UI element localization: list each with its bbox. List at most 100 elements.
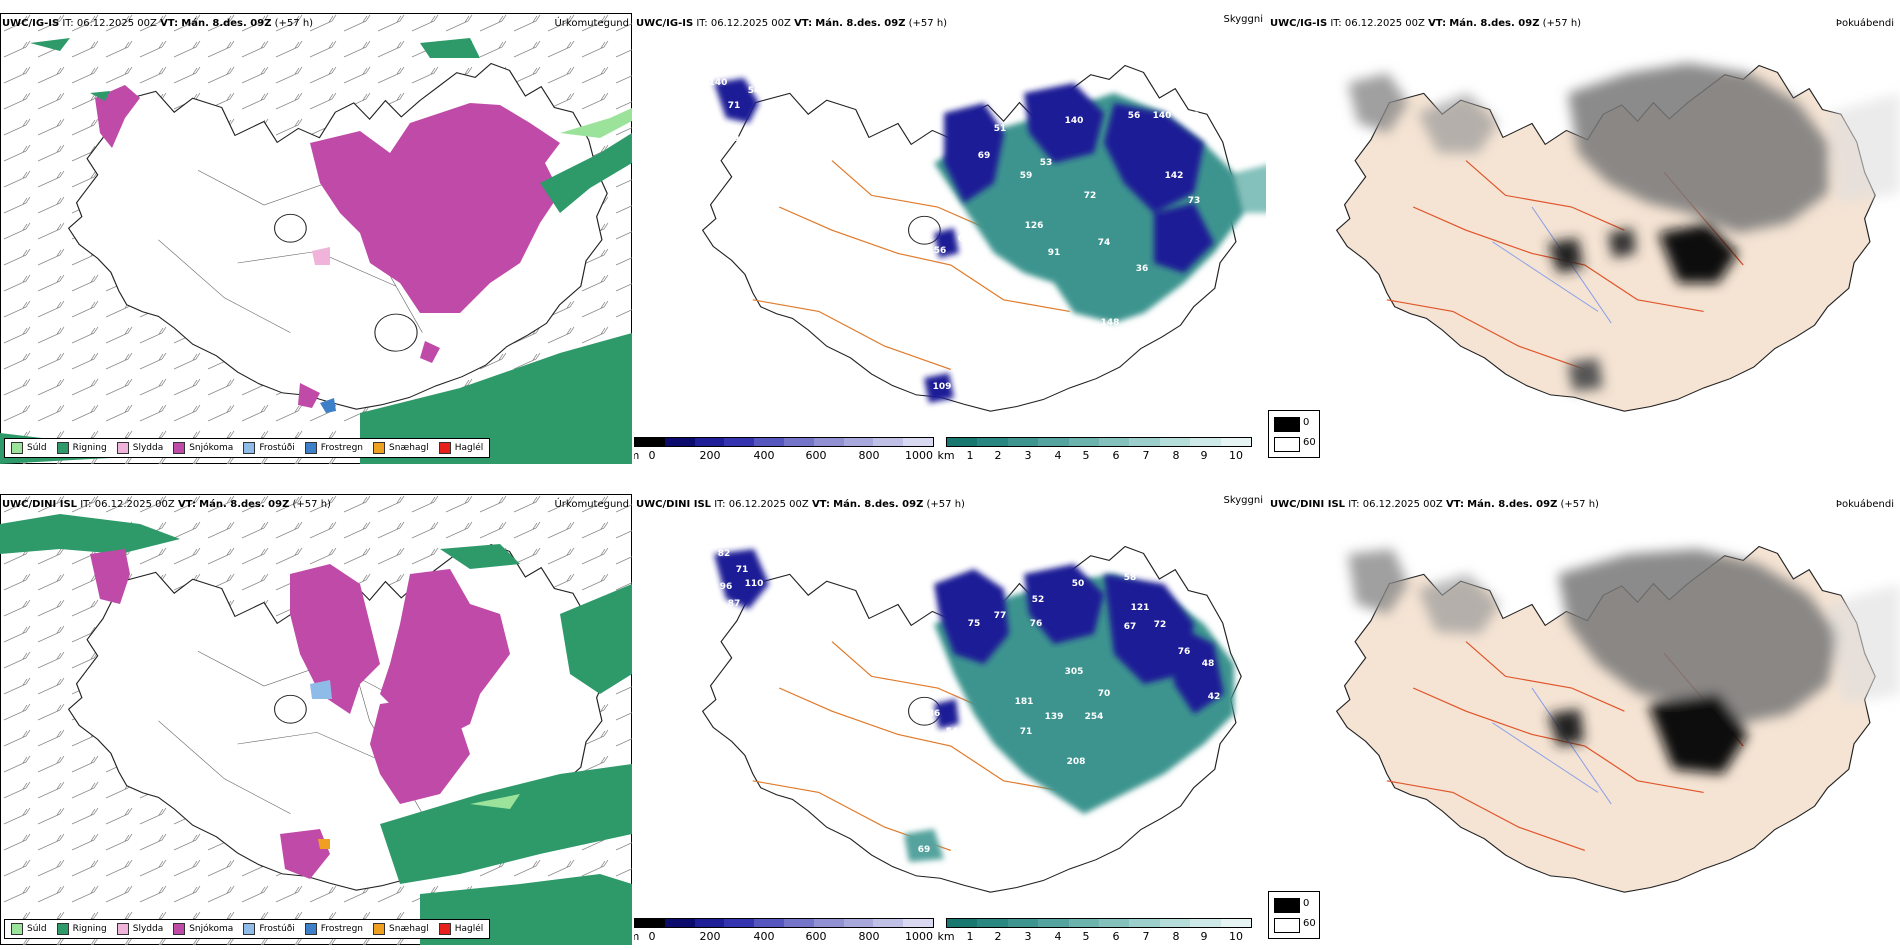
svg-text:54: 54 — [946, 727, 959, 737]
svg-text:101: 101 — [727, 134, 746, 144]
legend-item-rain: Rigning — [56, 442, 107, 454]
fog-map — [1335, 63, 1900, 412]
legend-swatch — [304, 442, 317, 454]
precip-legend: Súld Rigning Slydda Snjókoma Frostúði Fr… — [4, 919, 491, 939]
legend-item-hail: Haglél — [438, 442, 483, 454]
svg-text:126: 126 — [1025, 221, 1044, 231]
svg-text:140: 140 — [1153, 111, 1172, 121]
colorbar-strip — [634, 437, 934, 447]
snow-areas — [95, 85, 560, 413]
svg-text:71: 71 — [728, 101, 741, 111]
svg-text:254: 254 — [1085, 712, 1104, 722]
legend-item-freezing-rain: Frostregn — [304, 923, 363, 935]
colorbar-strip — [634, 918, 934, 928]
panel-header: UWC/IG-IS IT: 06.12.2025 00Z VT: Mán. 8.… — [636, 18, 948, 29]
precip-type-panel-top: UWC/IG-IS IT: 06.12.2025 00Z VT: Mán. 8.… — [0, 13, 632, 464]
svg-text:48: 48 — [1202, 659, 1215, 669]
svg-text:74: 74 — [1098, 238, 1111, 248]
fog-legend: 0 60 — [1268, 410, 1320, 458]
cloud-labels: 82 71 96 110 87 86 54 75 77 52 76 50 58 … — [718, 549, 1221, 855]
svg-text:36: 36 — [1136, 264, 1149, 274]
colorbar-ticks: m 0 200 400 600 800 1000 — [634, 930, 933, 943]
svg-text:181: 181 — [1015, 697, 1034, 707]
panel-header: UWC/IG-IS IT: 06.12.2025 00Z VT: Mán. 8.… — [2, 18, 314, 29]
low-cloud-areas — [714, 549, 1224, 729]
svg-text:71: 71 — [736, 565, 749, 575]
legend-item-snow-pellets: Snæhagl — [373, 442, 429, 454]
svg-text:69: 69 — [978, 151, 991, 161]
svg-text:86: 86 — [928, 709, 941, 719]
svg-text:67: 67 — [1124, 622, 1137, 632]
fog-legend: 0 60 — [1268, 891, 1320, 939]
legend-item-snow-pellets: Snæhagl — [373, 923, 429, 935]
snow-areas — [90, 549, 510, 879]
legend-item-snow: Snjókoma — [173, 442, 233, 454]
svg-text:94: 94 — [918, 362, 931, 372]
legend-item-rain: Rigning — [56, 923, 107, 935]
fog-shading — [1348, 63, 1900, 391]
cloudbase-map: 82 71 96 110 87 86 54 75 77 52 76 50 58 … — [701, 545, 1242, 893]
legend-item-hail: Haglél — [438, 923, 483, 935]
panel-title: Skyggni — [1223, 14, 1263, 25]
cloudbase-colorbar: m 0 200 400 600 800 1000 — [634, 918, 934, 945]
legend-swatch — [11, 442, 23, 454]
legend-swatch — [56, 923, 69, 935]
cloudbase-panel-top: UWC/IG-IS IT: 06.12.2025 00Z VT: Mán. 8.… — [634, 13, 1266, 464]
svg-text:76: 76 — [1030, 619, 1043, 629]
svg-text:96: 96 — [720, 582, 733, 592]
visibility-colorbar: km 1 2 3 4 5 6 7 8 9 10 — [937, 437, 1252, 464]
legend-swatch — [116, 442, 129, 454]
legend-item-drizzle: Súld — [11, 442, 47, 454]
fog-shading — [1348, 549, 1900, 774]
cloudbase-panel-bottom: UWC/DINI ISL IT: 06.12.2025 00Z VT: Mán.… — [634, 494, 1266, 945]
legend-swatch — [11, 923, 23, 935]
legend-swatch — [438, 442, 451, 454]
svg-text:32: 32 — [710, 116, 723, 126]
visibility-colorbar: km 1 2 3 4 5 6 7 8 9 10 — [937, 918, 1252, 945]
legend-swatch — [243, 923, 256, 935]
svg-text:58: 58 — [1124, 573, 1137, 583]
svg-text:76: 76 — [1178, 647, 1191, 657]
legend-swatch — [173, 442, 186, 454]
panel-title: Úrkomutegund — [554, 18, 629, 29]
fog-panel-bottom: UWC/DINI ISL IT: 06.12.2025 00Z VT: Mán.… — [1268, 494, 1900, 945]
colorbar-ticks: km 1 2 3 4 5 6 7 8 9 10 — [937, 449, 1243, 462]
svg-text:43: 43 — [1122, 86, 1135, 96]
svg-text:148: 148 — [1101, 318, 1120, 328]
cloud-labels: 140 54 71 32 101 56 62 69 51 59 53 140 4… — [709, 78, 1201, 392]
legend-swatch — [373, 442, 386, 454]
fog-legend-dark-swatch — [1274, 417, 1300, 432]
legend-item-sleet: Slydda — [116, 442, 163, 454]
svg-text:140: 140 — [709, 78, 728, 88]
legend-swatch — [373, 923, 386, 935]
svg-text:62: 62 — [958, 234, 971, 244]
colorbar-strip — [946, 437, 1252, 447]
fog-legend-dark-swatch — [1274, 898, 1300, 913]
svg-text:72: 72 — [1154, 620, 1167, 630]
low-cloud-areas — [714, 78, 1214, 403]
svg-text:56: 56 — [934, 246, 947, 256]
svg-text:71: 71 — [1020, 727, 1033, 737]
svg-text:53: 53 — [1040, 158, 1053, 168]
svg-text:69: 69 — [918, 845, 931, 855]
svg-text:139: 139 — [1181, 111, 1200, 121]
precip-type-map — [0, 13, 632, 464]
svg-text:109: 109 — [933, 382, 952, 392]
svg-text:140: 140 — [1065, 116, 1084, 126]
svg-text:139: 139 — [1045, 712, 1064, 722]
svg-text:54: 54 — [748, 86, 761, 96]
legend-swatch — [243, 442, 256, 454]
svg-text:56: 56 — [1128, 111, 1141, 121]
svg-text:51: 51 — [994, 124, 1007, 134]
colorbar-ticks: km 1 2 3 4 5 6 7 8 9 10 — [937, 930, 1243, 943]
svg-text:91: 91 — [1048, 248, 1061, 258]
legend-swatch — [173, 923, 186, 935]
svg-text:208: 208 — [1067, 757, 1086, 767]
fog-map — [1335, 545, 1900, 893]
panel-header: UWC/DINI ISL IT: 06.12.2025 00Z VT: Mán.… — [2, 499, 331, 510]
panel-title: Þokuábendi — [1835, 499, 1894, 510]
svg-text:52: 52 — [1032, 595, 1045, 605]
panel-header: UWC/DINI ISL IT: 06.12.2025 00Z VT: Mán.… — [636, 499, 965, 510]
legend-item-freezing-rain: Frostregn — [304, 442, 363, 454]
panel-header: UWC/DINI ISL IT: 06.12.2025 00Z VT: Mán.… — [1270, 499, 1599, 510]
